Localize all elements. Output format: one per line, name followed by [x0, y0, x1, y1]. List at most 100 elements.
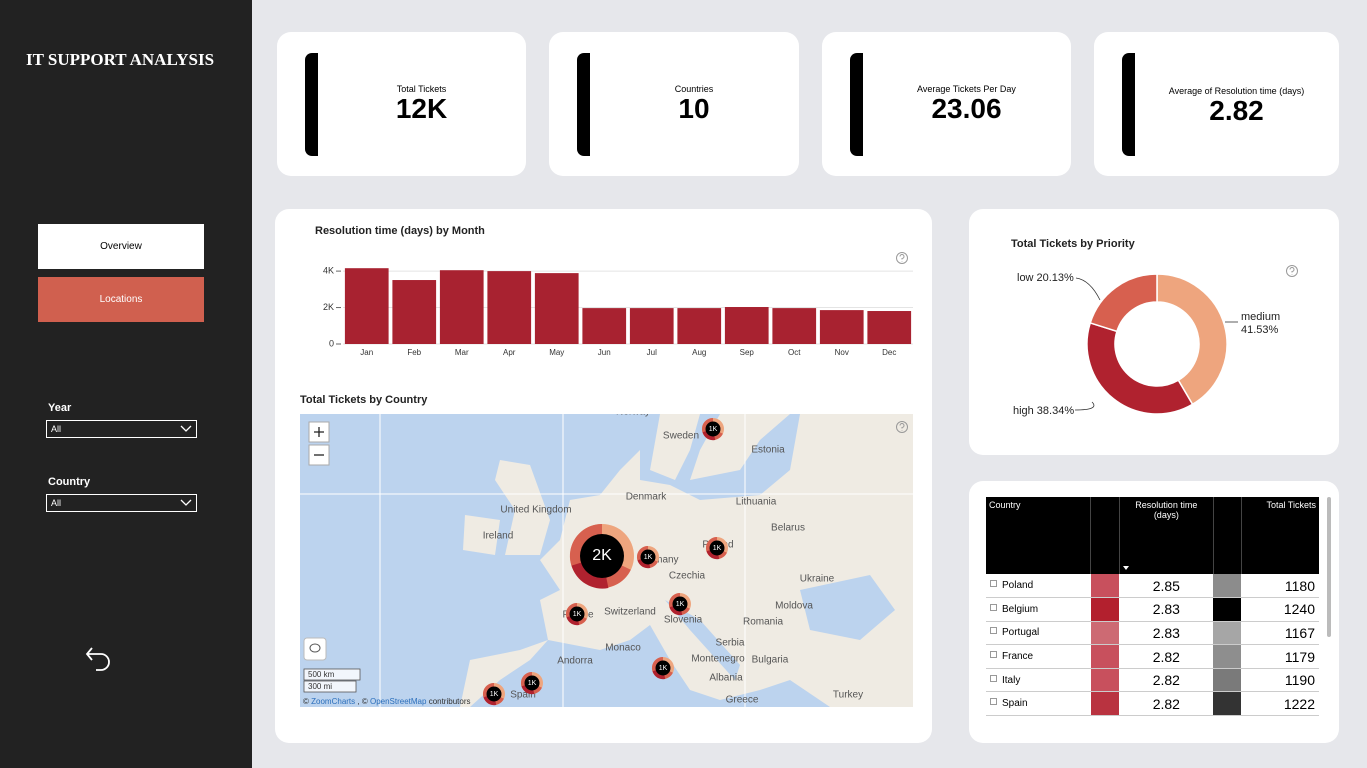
dropdown-arrow [180, 425, 192, 432]
table-row: Italy 2.82 1190 [986, 668, 1319, 692]
marker-label: 1K [644, 554, 653, 561]
slice-value-label: 20.13% [1037, 272, 1075, 284]
land [650, 414, 700, 480]
attribution-link[interactable]: ZoomCharts [311, 697, 355, 706]
scale-box [303, 680, 357, 693]
place-label: Czechia [669, 571, 706, 582]
place-label: Romania [743, 617, 783, 628]
kpi-label: Average of Resolution time (days) [1168, 86, 1305, 96]
sea [665, 600, 740, 680]
color-chip [1090, 574, 1120, 598]
kpi-value: 12K [395, 93, 448, 124]
y-tick-label: 0 [329, 338, 334, 348]
bar [819, 310, 864, 344]
place-label: Turkey [833, 690, 863, 701]
kpi-label: Countries [674, 84, 714, 94]
attribution: © ZoomCharts , © OpenStreetMap contribut… [303, 697, 470, 706]
back-icon[interactable] [84, 644, 114, 676]
x-tick-label: Jun [598, 348, 611, 357]
bar [439, 270, 484, 344]
resolution-cell: 2.83 [1152, 624, 1180, 641]
table-row: Spain 2.82 1222 [986, 691, 1319, 716]
donut-slice [1156, 273, 1228, 406]
x-tick-label: May [549, 348, 564, 357]
color-chip [1090, 691, 1120, 716]
color-chip [1213, 644, 1242, 669]
filter-dropdown[interactable]: All [46, 494, 197, 512]
nav-button[interactable]: Overview [38, 224, 204, 269]
place-label: Albania [709, 673, 743, 684]
expand-icon [990, 674, 997, 682]
marker-label: 1K [676, 601, 685, 608]
y-tick-label: 4K [323, 265, 334, 275]
leader-line [1074, 401, 1095, 411]
tickets-cell: 1190 [1284, 672, 1315, 689]
zoom-icon [314, 427, 324, 437]
y-tick-label: 2K [323, 302, 334, 312]
marker-label: 1K [528, 680, 537, 687]
country-name: Italy [1002, 674, 1021, 686]
marker-label: 1K [573, 611, 582, 618]
place-label: Bulgaria [752, 655, 789, 666]
filter-label: Country [48, 476, 91, 488]
place-label: Slovenia [664, 615, 703, 626]
sort-icon [1122, 566, 1129, 570]
resolution-cell: 2.82 [1152, 695, 1180, 712]
table-row: France 2.82 1179 [986, 644, 1319, 669]
chart-title: Total Tickets by Priority [1011, 238, 1136, 250]
filter-value: All [51, 498, 62, 508]
donut-slice [1086, 321, 1194, 415]
expand-icon [990, 580, 997, 588]
resolution-cell: 2.82 [1152, 672, 1180, 689]
bar [582, 308, 627, 344]
place-label: United Kingdom [500, 505, 571, 516]
nav-button[interactable]: Locations [38, 277, 204, 322]
attribution-text: , © [357, 697, 367, 706]
attribution-text: © [303, 697, 309, 706]
country-name: Poland [1002, 580, 1034, 592]
color-chip [1090, 621, 1120, 645]
scale-label: 500 km [308, 670, 335, 679]
filter-dropdown[interactable]: All [46, 420, 197, 438]
expand-icon [990, 651, 997, 659]
table-row: Poland 2.85 1180 [986, 574, 1319, 598]
column-header: Total Tickets [1266, 500, 1316, 510]
column-header [1213, 497, 1242, 574]
color-chip [1213, 597, 1242, 622]
x-tick-label: Mar [455, 348, 469, 357]
bar [487, 271, 532, 344]
resolution-cell: 2.82 [1152, 648, 1180, 665]
bar [534, 273, 579, 344]
marker-label: 1K [709, 426, 718, 433]
scrollbar[interactable] [1327, 497, 1331, 637]
bar [392, 280, 437, 344]
sea [800, 575, 895, 640]
place-label: Belarus [771, 523, 805, 534]
place-label: Switzerland [604, 607, 656, 618]
marker [640, 549, 656, 565]
marker [524, 675, 540, 691]
place-label: Andorra [557, 656, 593, 667]
color-chip [1090, 597, 1120, 622]
x-tick-label: Dec [882, 348, 896, 357]
kpi-accent [850, 53, 863, 156]
map: Norway Sweden Estonia Denmark Lithuania Unite… [300, 414, 913, 707]
bar [867, 311, 912, 344]
leader-line [1075, 277, 1101, 301]
expand-icon [990, 698, 997, 706]
help-icon [899, 423, 905, 431]
marker [486, 686, 502, 702]
place-label: Moldova [775, 601, 813, 612]
place-label: Lithuania [736, 497, 777, 508]
kpi-card: Average Tickets Per Day 23.06 [822, 32, 1071, 176]
country-cell: Spain [986, 692, 1091, 716]
app-title: IT SUPPORT ANALYSIS [25, 50, 215, 69]
lasso-button [303, 637, 327, 661]
marker [655, 660, 671, 676]
x-tick-label: Apr [503, 348, 516, 357]
data-table: Country Resolution time (days) Total Ticke… [986, 497, 1319, 716]
place-label: Ireland [483, 531, 514, 542]
tickets-cell: 1180 [1284, 577, 1315, 594]
attribution-link[interactable]: OpenStreetMap [370, 697, 427, 706]
